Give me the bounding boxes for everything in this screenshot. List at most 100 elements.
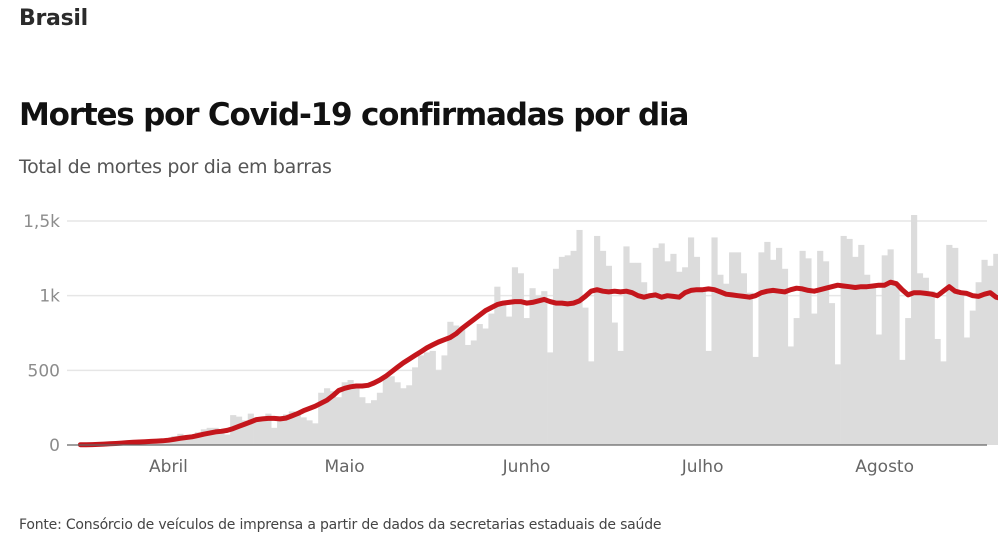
bar <box>476 324 483 445</box>
bar <box>594 235 601 445</box>
bar <box>189 434 196 445</box>
y-tick-label: 1k <box>39 287 60 307</box>
source-note: Fonte: Consórcio de veículos de imprensa… <box>19 517 662 533</box>
bar <box>781 268 789 445</box>
bar <box>652 247 659 445</box>
bar <box>224 434 231 445</box>
bar <box>277 420 284 445</box>
daily-deaths-chart: 0 500 1k 1,5k Abril Maio Junho Julho Agosto <box>23 212 998 477</box>
bar <box>441 355 448 445</box>
bar <box>646 294 654 445</box>
bar <box>306 420 313 445</box>
bar <box>981 259 988 445</box>
bar <box>400 388 407 445</box>
x-tick-label: Julho <box>681 457 724 477</box>
bar <box>523 318 530 445</box>
x-tick-label: Maio <box>324 457 364 477</box>
bar <box>887 249 894 445</box>
bar <box>194 432 202 445</box>
bar <box>429 350 436 445</box>
bar <box>235 416 243 445</box>
bar <box>699 291 706 445</box>
moving-average-line-group <box>77 279 998 448</box>
bar <box>558 256 566 445</box>
bar <box>629 262 636 445</box>
bar <box>265 413 272 445</box>
bar <box>464 344 472 445</box>
bar <box>423 352 430 445</box>
bar <box>406 385 413 445</box>
bar <box>582 307 589 445</box>
bar <box>858 244 865 445</box>
bar <box>318 392 325 445</box>
bar <box>705 350 712 445</box>
bar <box>899 359 906 445</box>
bar <box>969 310 976 445</box>
bar <box>911 215 918 445</box>
bar <box>552 268 560 445</box>
bar <box>453 325 460 445</box>
bar <box>347 380 354 445</box>
bar <box>840 235 847 445</box>
bar <box>875 334 882 445</box>
bar <box>605 265 612 445</box>
bar <box>987 265 994 445</box>
bar <box>376 392 384 445</box>
moving-average-line <box>77 279 998 448</box>
bar <box>588 361 595 445</box>
bar <box>846 238 853 445</box>
bar <box>770 259 777 445</box>
bar <box>852 256 859 445</box>
bar <box>288 411 295 445</box>
bar <box>963 337 971 445</box>
y-axis: 0 500 1k 1,5k <box>23 212 60 456</box>
bar <box>828 303 836 445</box>
bar <box>253 417 260 445</box>
x-tick-label: Abril <box>149 457 188 477</box>
bar <box>183 436 190 445</box>
bar <box>940 361 947 445</box>
bar <box>494 286 501 445</box>
bar <box>958 295 965 445</box>
bar <box>541 291 548 445</box>
bar <box>282 414 290 445</box>
bar <box>506 316 513 445</box>
bar <box>670 253 677 445</box>
bar <box>682 267 689 445</box>
bar <box>241 420 249 445</box>
bar <box>500 304 507 445</box>
bar <box>547 352 554 445</box>
bar <box>359 397 366 445</box>
bar <box>570 250 577 445</box>
bar <box>394 382 401 445</box>
bar <box>729 252 736 445</box>
bar <box>822 261 830 445</box>
bar <box>952 247 959 445</box>
bar <box>928 291 935 445</box>
bar <box>535 295 542 445</box>
bar <box>329 391 337 445</box>
bar <box>447 321 454 445</box>
bar <box>371 400 378 445</box>
bar <box>752 356 759 445</box>
x-tick-label: Junho <box>502 457 551 477</box>
bar <box>676 271 683 445</box>
bar <box>664 261 671 445</box>
bar <box>300 417 307 445</box>
bar <box>470 340 477 445</box>
bar <box>218 430 225 445</box>
bar <box>212 427 219 445</box>
bar <box>335 397 342 445</box>
bar <box>312 423 319 445</box>
bar <box>247 413 254 445</box>
bar <box>658 243 665 445</box>
bar <box>687 237 695 445</box>
bar <box>365 403 372 445</box>
bar <box>529 288 536 445</box>
bar <box>799 250 806 445</box>
bar <box>993 253 998 445</box>
bar <box>864 274 871 445</box>
bar <box>294 412 301 445</box>
bar <box>200 429 207 445</box>
bar <box>905 318 912 445</box>
